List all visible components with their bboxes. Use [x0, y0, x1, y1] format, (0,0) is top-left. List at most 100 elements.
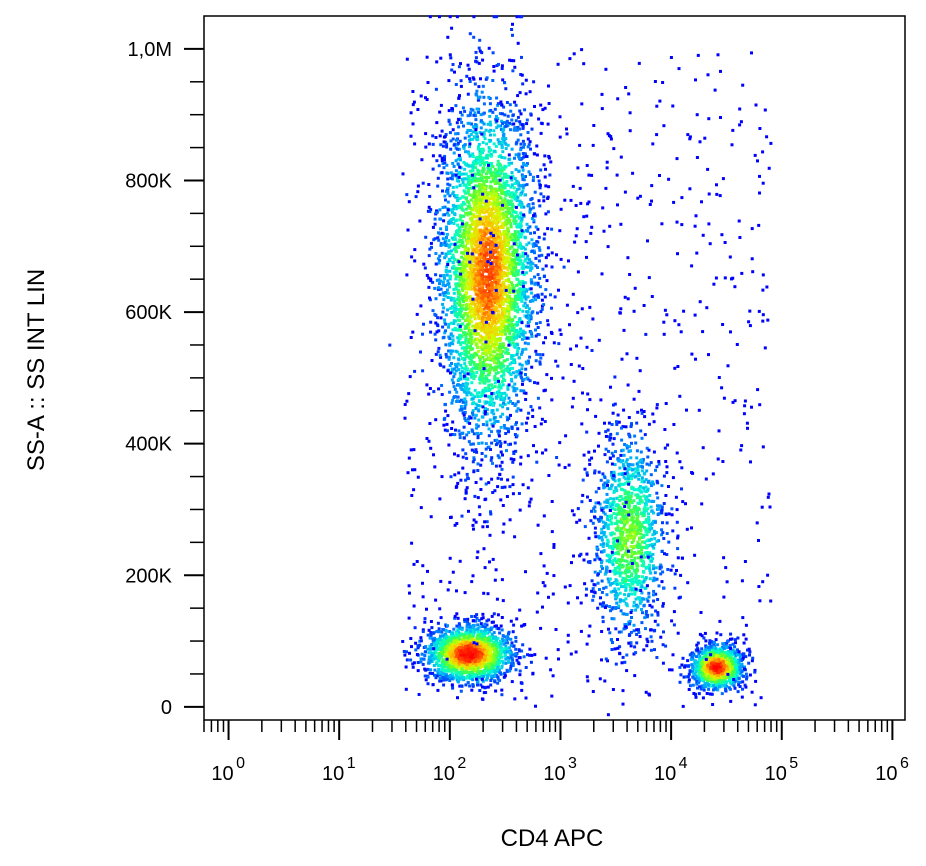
event-dot: [462, 231, 466, 235]
event-dot: [451, 192, 455, 196]
event-dot: [469, 302, 473, 306]
event-dot: [449, 171, 453, 175]
event-dot: [484, 294, 488, 297]
event-dot: [503, 485, 507, 489]
event-dot: [519, 352, 523, 356]
event-dot: [477, 202, 481, 206]
event-dot: [514, 423, 518, 427]
event-dot: [435, 674, 439, 678]
event-dot: [476, 234, 480, 238]
event-dot: [489, 281, 493, 285]
event-dot: [477, 295, 481, 299]
event-dot: [452, 247, 456, 251]
event-dot: [508, 200, 512, 203]
event-dot: [494, 419, 498, 423]
event-dot: [455, 194, 459, 197]
event-dot: [562, 265, 566, 269]
event-dot: [488, 278, 492, 282]
event-dot: [481, 304, 485, 307]
event-dot: [459, 405, 463, 408]
event-dot: [420, 652, 424, 656]
event-dot: [493, 239, 497, 242]
event-dot: [531, 242, 535, 246]
event-dot: [519, 293, 523, 297]
event-dot: [475, 371, 479, 374]
event-dot: [443, 161, 447, 165]
event-dot: [487, 231, 491, 235]
event-dot: [483, 359, 487, 363]
event-dot: [492, 273, 495, 277]
event-dot: [506, 637, 510, 641]
event-dot: [462, 144, 465, 148]
event-dot: [519, 389, 523, 393]
event-dot: [487, 434, 491, 438]
event-dot: [449, 341, 453, 345]
event-dot: [497, 432, 501, 436]
event-dot: [467, 263, 471, 267]
event-dot: [470, 360, 474, 364]
event-dot: [532, 218, 536, 222]
event-dot: [500, 169, 504, 173]
event-dot: [453, 614, 457, 618]
event-dot: [452, 306, 456, 310]
event-dot: [465, 131, 469, 135]
event-dot: [490, 314, 494, 318]
event-dot: [476, 193, 480, 197]
event-dot: [524, 696, 528, 700]
event-dot: [481, 285, 485, 289]
event-dot: [457, 125, 461, 129]
event-dot: [456, 282, 460, 286]
event-dot: [525, 183, 529, 187]
event-dot: [500, 112, 504, 116]
event-dot: [466, 617, 470, 621]
event-dot: [474, 160, 478, 164]
event-dot: [439, 241, 443, 245]
event-dot: [440, 384, 444, 387]
event-dot: [484, 454, 488, 458]
event-dot: [510, 171, 514, 175]
event-dot: [469, 442, 473, 446]
event-dot: [485, 221, 489, 225]
event-dot: [437, 346, 441, 350]
event-dot: [444, 291, 448, 294]
event-dot: [466, 476, 470, 480]
event-dot: [525, 429, 529, 432]
event-dot: [500, 369, 504, 373]
event-dot: [515, 309, 519, 313]
event-dot: [540, 417, 544, 421]
event-dot: [459, 662, 463, 666]
event-dot: [520, 191, 523, 195]
event-dot: [523, 108, 527, 112]
event-dot: [496, 319, 500, 323]
event-dot: [459, 305, 463, 309]
event-dot: [481, 147, 485, 151]
event-dot: [534, 264, 538, 268]
event-dot: [469, 331, 472, 335]
event-dot: [426, 633, 430, 637]
event-dot: [447, 355, 451, 359]
event-dot: [440, 251, 444, 255]
event-dot: [536, 283, 540, 287]
event-dot: [497, 236, 501, 240]
event-dot: [461, 341, 465, 345]
event-dot: [456, 223, 460, 227]
event-dot: [495, 15, 499, 19]
event-dot: [533, 425, 537, 428]
event-dot: [504, 657, 508, 661]
event-dot: [467, 67, 471, 71]
event-dot: [490, 234, 494, 238]
event-dot: [466, 63, 470, 67]
event-dot: [479, 368, 483, 372]
event-dot: [521, 337, 524, 341]
event-dot: [436, 350, 440, 354]
event-dot: [470, 428, 474, 432]
event-dot: [467, 201, 471, 205]
event-dot: [458, 196, 462, 200]
event-dot: [474, 325, 478, 329]
event-dot: [485, 408, 489, 412]
event-dot: [462, 214, 466, 218]
event-dot: [473, 374, 477, 378]
event-dot: [478, 220, 482, 224]
event-dot: [479, 334, 483, 338]
event-dot: [455, 298, 459, 302]
